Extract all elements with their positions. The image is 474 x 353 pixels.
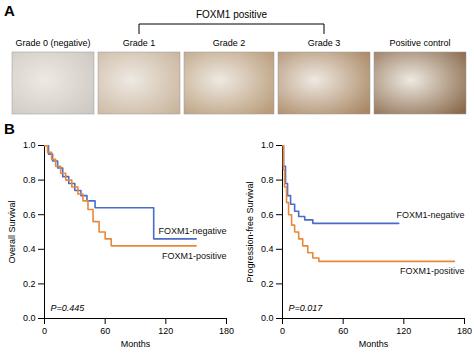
svg-text:120: 120 [396,326,411,336]
svg-text:0.6: 0.6 [261,210,274,220]
svg-text:FOXM1 positive: FOXM1 positive [196,9,268,20]
svg-text:P=0.445: P=0.445 [51,303,86,313]
svg-text:Grade 3: Grade 3 [308,38,341,48]
svg-text:Positive control: Positive control [389,38,450,48]
svg-text:0.0: 0.0 [261,313,274,323]
svg-text:0.0: 0.0 [23,313,36,323]
svg-text:FOXM1-negative: FOXM1-negative [396,210,464,220]
svg-text:0.4: 0.4 [261,244,274,254]
svg-text:FOXM1-positive: FOXM1-positive [162,251,227,261]
svg-text:0.2: 0.2 [23,279,36,289]
svg-text:120: 120 [158,326,173,336]
svg-text:Overall Survival: Overall Survival [7,200,17,263]
svg-text:0.2: 0.2 [261,279,274,289]
svg-text:180: 180 [219,326,234,336]
svg-text:A: A [4,2,15,19]
svg-text:0.6: 0.6 [23,210,36,220]
svg-text:0.4: 0.4 [23,244,36,254]
svg-text:FOXM1-positive: FOXM1-positive [400,266,465,276]
svg-text:60: 60 [100,326,110,336]
svg-text:Grade 1: Grade 1 [123,38,156,48]
svg-text:0: 0 [42,326,47,336]
svg-text:60: 60 [338,326,348,336]
svg-text:0: 0 [280,326,285,336]
svg-text:Grade 0 (negative): Grade 0 (negative) [15,38,90,48]
svg-text:Months: Months [359,339,389,349]
svg-text:1.0: 1.0 [261,140,274,150]
svg-text:0.8: 0.8 [261,175,274,185]
svg-text:1.0: 1.0 [23,140,36,150]
html-text:B: B [4,120,15,137]
svg-text:P=0.017: P=0.017 [289,303,324,313]
svg-text:Progression-free Survival: Progression-free Survival [245,181,255,282]
svg-text:180: 180 [457,326,472,336]
svg-text:FOXM1-negative: FOXM1-negative [158,226,226,236]
svg-text:Months: Months [121,339,151,349]
svg-text:Grade 2: Grade 2 [213,38,246,48]
svg-text:0.8: 0.8 [23,175,36,185]
